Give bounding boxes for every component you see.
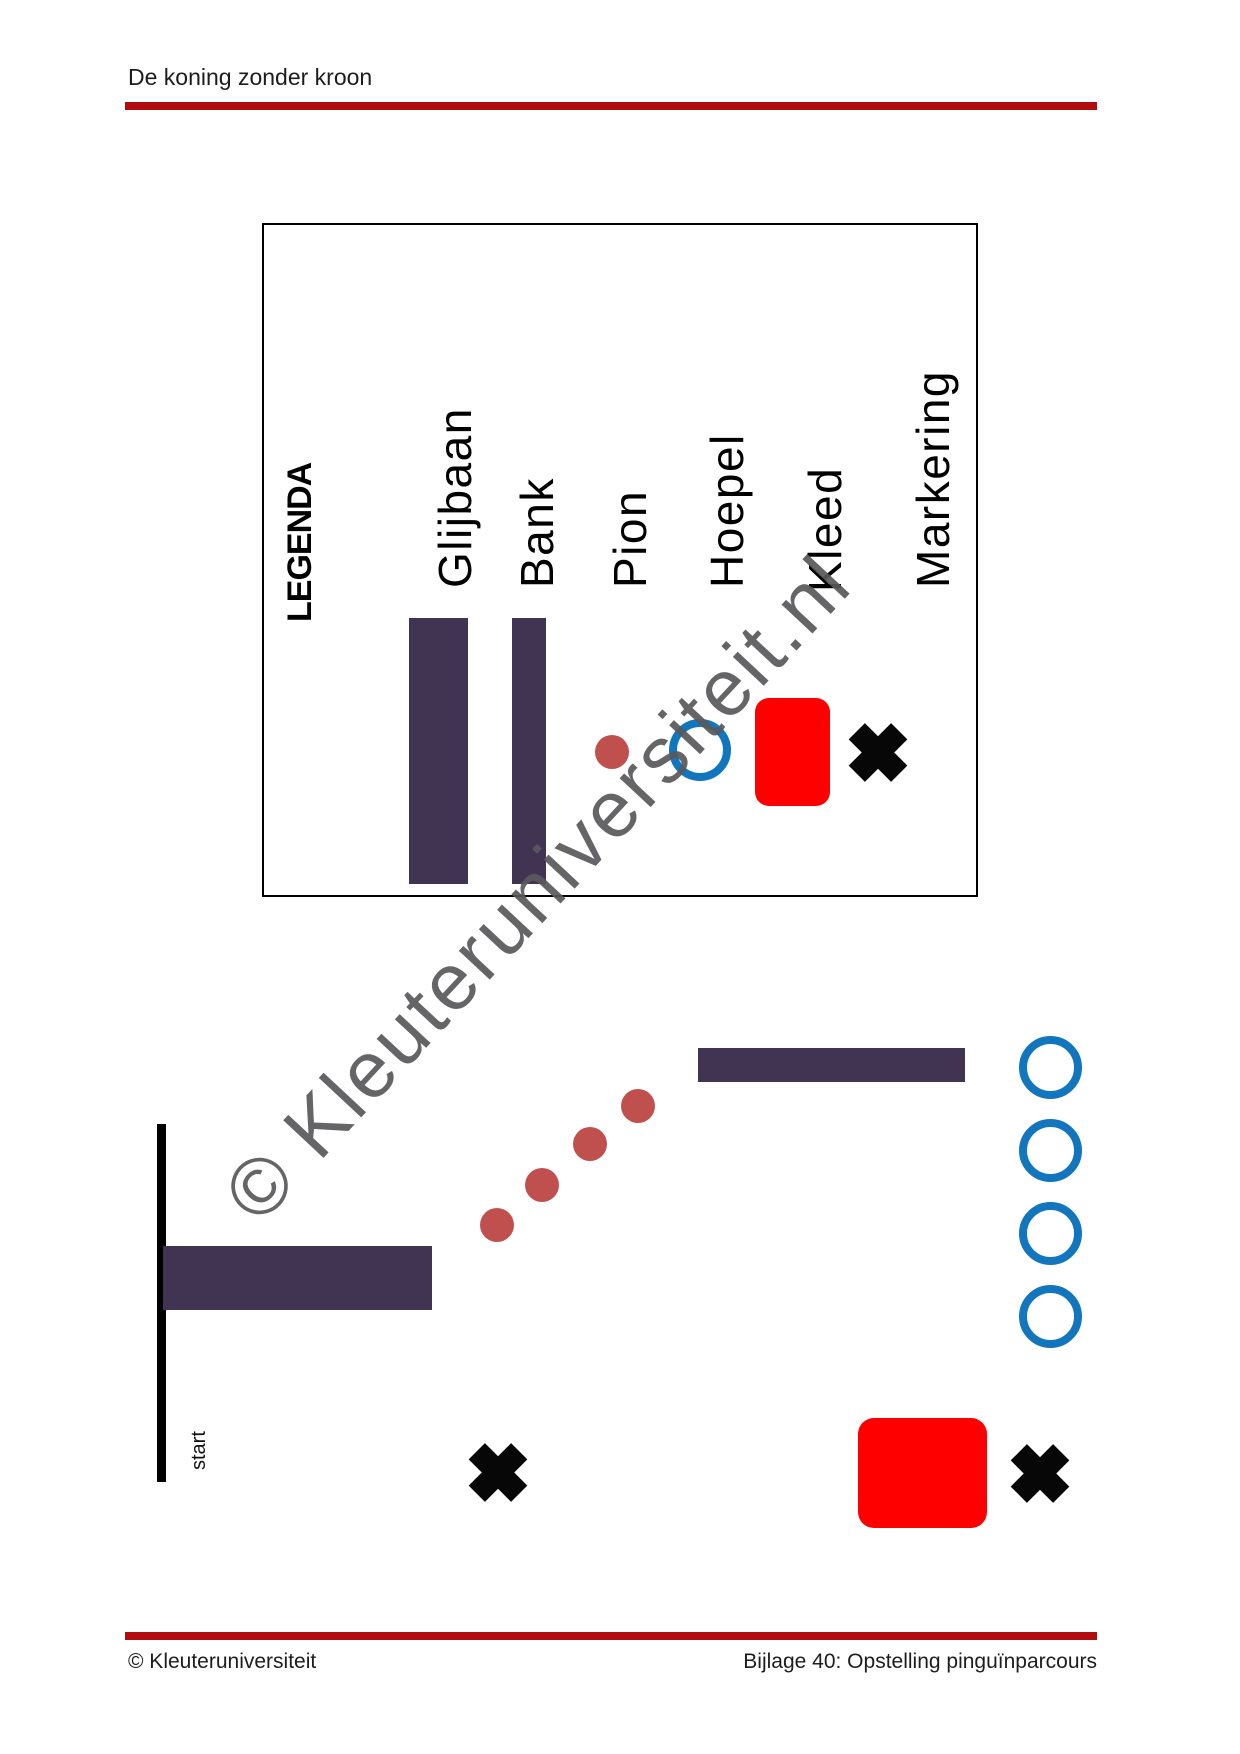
glijbaan-rect — [163, 1246, 432, 1310]
page-title: De koning zonder kroon — [128, 64, 373, 90]
legend-label-glijbaan: Glijbaan — [429, 407, 481, 588]
pion-dot — [480, 1208, 514, 1242]
glijbaan-legend-icon — [409, 618, 468, 884]
legend-title: LEGENDA — [281, 462, 319, 622]
pion-dot — [573, 1127, 607, 1161]
header-rule — [125, 102, 1097, 110]
pion-dot — [621, 1089, 655, 1123]
pion-legend-icon — [595, 735, 629, 769]
hoepel-ring — [1019, 1119, 1082, 1182]
legend-label-pion: Pion — [604, 489, 656, 588]
legend-label-markering: Markering — [907, 369, 959, 588]
markering-legend-icon — [848, 722, 908, 782]
footer-appendix-title: Bijlage 40: Opstelling pinguïnparcours — [743, 1650, 1097, 1673]
bank-bar — [698, 1048, 965, 1082]
markering-cross-left — [468, 1442, 528, 1502]
kleed-legend-icon — [755, 698, 830, 806]
hoepel-legend-icon — [669, 719, 731, 781]
legend-box — [262, 223, 978, 897]
legend-label-bank: Bank — [511, 477, 563, 588]
markering-cross-right — [1010, 1443, 1070, 1503]
hoepel-ring — [1019, 1285, 1082, 1348]
hoepel-ring — [1019, 1036, 1082, 1099]
kleed-mat — [858, 1418, 987, 1528]
start-label: start — [188, 1431, 210, 1470]
footer-copyright: © Kleuteruniversiteit — [128, 1650, 317, 1673]
bank-legend-icon — [512, 618, 546, 884]
legend-label-hoepel: Hoepel — [701, 433, 753, 588]
footer-rule — [125, 1632, 1097, 1640]
start-line — [157, 1124, 166, 1482]
hoepel-ring — [1019, 1202, 1082, 1265]
pion-dot — [525, 1168, 559, 1202]
